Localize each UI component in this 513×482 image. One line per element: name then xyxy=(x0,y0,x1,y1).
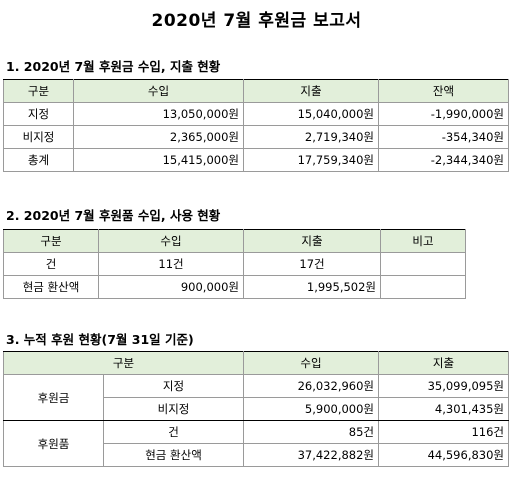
header-cell: 구분 xyxy=(3,229,99,253)
row-label: 건 xyxy=(3,252,99,276)
income-cell: 2,365,000원 xyxy=(73,125,244,149)
header-cell: 잔액 xyxy=(378,79,509,103)
row-label: 현금 환산액 xyxy=(3,275,99,299)
note-cell xyxy=(380,252,466,276)
income-cell: 37,422,882원 xyxy=(243,443,380,467)
expense-cell: 44,596,830원 xyxy=(378,443,510,467)
expense-cell: 17건 xyxy=(243,252,381,276)
table-header-row: 구분 수입 지출 잔액 xyxy=(3,79,509,103)
table-header-row: 구분 수입 지출 xyxy=(2,351,510,375)
income-cell: 5,900,000원 xyxy=(243,397,380,421)
income-cell: 26,032,960원 xyxy=(243,374,380,398)
table-header-row: 구분 수입 지출 비고 xyxy=(3,229,466,253)
header-cell: 지출 xyxy=(243,229,381,253)
group-label: 후원금 xyxy=(3,374,104,421)
expense-cell: 2,719,340원 xyxy=(243,125,379,149)
expense-cell: 4,301,435원 xyxy=(378,397,510,421)
section1-heading: 1. 2020년 7월 후원금 수입, 지출 현황 xyxy=(6,59,221,74)
balance-cell: -1,990,000원 xyxy=(378,102,509,126)
table-row: 건 11건 17건 xyxy=(3,252,466,276)
expense-cell: 17,759,340원 xyxy=(243,148,379,172)
header-cell: 구분 xyxy=(2,351,245,375)
section3-heading: 3. 누적 후원 현황(7월 31일 기준) xyxy=(6,332,194,347)
income-cell: 85건 xyxy=(243,420,380,444)
row-label: 지정 xyxy=(3,102,74,126)
header-cell: 비고 xyxy=(380,229,466,253)
income-cell: 900,000원 xyxy=(98,275,244,299)
balance-cell: -2,344,340원 xyxy=(378,148,509,172)
section1-table: 구분 수입 지출 잔액 지정 13,050,000원 15,040,000원 -… xyxy=(3,79,509,172)
note-cell xyxy=(380,275,466,299)
table-row: 비지정 5,900,000원 4,301,435원 xyxy=(4,397,510,421)
table-row: 후원금 지정 26,032,960원 35,099,095원 xyxy=(3,374,510,421)
section2-heading: 2. 2020년 7월 후원품 수입, 사용 현황 xyxy=(6,208,221,223)
table-row: 총계 15,415,000원 17,759,340원 -2,344,340원 xyxy=(3,148,509,172)
row-label: 비지정 xyxy=(102,397,245,421)
expense-cell: 15,040,000원 xyxy=(243,102,379,126)
section2-table: 구분 수입 지출 비고 건 11건 17건 현금 환산액 900,000원 1,… xyxy=(3,229,466,299)
table-row: 지정 13,050,000원 15,040,000원 -1,990,000원 xyxy=(3,102,509,126)
expense-cell: 35,099,095원 xyxy=(378,374,510,398)
header-cell: 지출 xyxy=(243,79,379,103)
row-label: 지정 xyxy=(102,374,245,398)
table-row: 현금 환산액 37,422,882원 44,596,830원 xyxy=(4,443,510,467)
group-label: 후원품 xyxy=(3,420,104,467)
row-label: 건 xyxy=(102,420,245,444)
table-row: 현금 환산액 900,000원 1,995,502원 xyxy=(3,275,466,299)
header-cell: 지출 xyxy=(378,351,510,375)
header-cell: 구분 xyxy=(3,79,74,103)
row-label: 현금 환산액 xyxy=(102,443,245,467)
header-cell: 수입 xyxy=(73,79,244,103)
header-cell: 수입 xyxy=(98,229,244,253)
balance-cell: -354,340원 xyxy=(378,125,509,149)
income-cell: 11건 xyxy=(98,252,244,276)
income-cell: 13,050,000원 xyxy=(73,102,244,126)
report-title: 2020년 7월 후원금 보고서 xyxy=(151,11,362,31)
section3-table: 구분 수입 지출 후원금 지정 26,032,960원 35,099,095원 … xyxy=(2,351,510,467)
table-row: 후원품 건 85건 116건 xyxy=(3,420,510,467)
expense-cell: 116건 xyxy=(378,420,510,444)
expense-cell: 1,995,502원 xyxy=(243,275,381,299)
header-cell: 수입 xyxy=(243,351,380,375)
row-label: 비지정 xyxy=(3,125,74,149)
income-cell: 15,415,000원 xyxy=(73,148,244,172)
table-row: 비지정 2,365,000원 2,719,340원 -354,340원 xyxy=(3,125,509,149)
row-label: 총계 xyxy=(3,148,74,172)
